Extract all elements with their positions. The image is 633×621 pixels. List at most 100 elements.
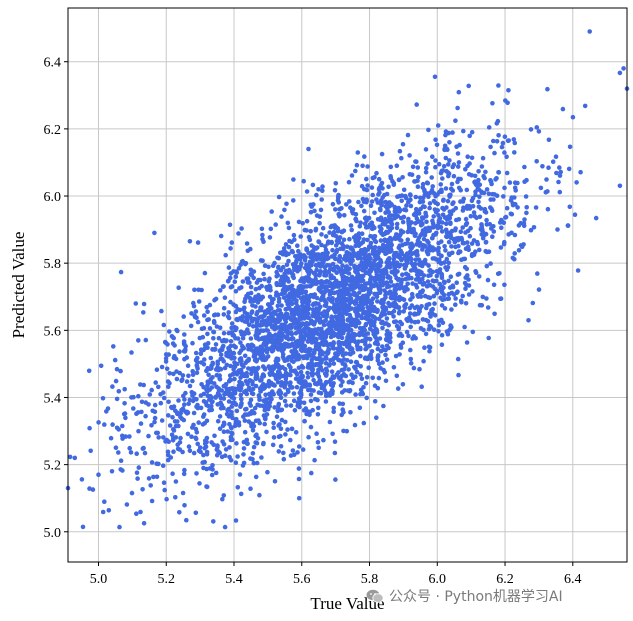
data-point <box>435 208 441 213</box>
data-point <box>454 217 459 223</box>
data-point <box>270 442 276 448</box>
data-point <box>129 395 134 400</box>
data-point <box>323 303 329 309</box>
data-point <box>252 405 258 411</box>
data-point <box>251 298 257 304</box>
data-point <box>393 296 399 302</box>
data-point <box>304 218 310 224</box>
data-point <box>102 499 107 505</box>
data-point <box>307 412 312 418</box>
data-point <box>286 362 292 368</box>
data-point <box>617 70 623 76</box>
data-point <box>392 213 397 218</box>
data-point <box>374 263 380 268</box>
data-point <box>500 140 506 146</box>
data-point <box>236 231 241 236</box>
data-point <box>288 316 294 322</box>
data-point <box>418 294 424 299</box>
data-point <box>236 368 242 373</box>
data-point <box>217 426 223 432</box>
data-point <box>193 436 199 442</box>
data-point <box>370 375 376 381</box>
data-point <box>357 290 362 295</box>
data-point <box>484 217 489 223</box>
data-point <box>410 281 415 286</box>
data-point <box>476 204 482 210</box>
data-point <box>281 456 287 462</box>
data-point <box>344 428 350 434</box>
data-point <box>287 354 293 360</box>
data-point <box>416 174 421 180</box>
data-point <box>432 301 437 306</box>
data-point <box>238 340 243 345</box>
data-point <box>389 248 394 253</box>
data-point <box>323 247 329 253</box>
data-point <box>254 312 259 317</box>
data-point <box>545 189 550 194</box>
data-point <box>187 383 193 389</box>
data-point <box>162 339 168 345</box>
data-point <box>376 286 382 292</box>
data-point <box>204 402 209 408</box>
data-point <box>293 430 299 435</box>
data-point <box>202 342 208 348</box>
data-point <box>319 332 325 338</box>
data-point <box>282 207 287 213</box>
data-point <box>173 495 178 500</box>
data-point <box>249 371 254 377</box>
data-point <box>387 339 392 344</box>
data-point <box>444 221 449 227</box>
data-point <box>438 295 443 301</box>
data-point <box>328 274 333 279</box>
data-point <box>295 255 300 260</box>
data-point <box>353 243 358 249</box>
data-point <box>231 350 237 356</box>
data-point <box>391 308 397 314</box>
data-point <box>423 317 429 323</box>
data-point <box>331 375 337 381</box>
data-point <box>402 266 408 271</box>
data-point <box>173 479 179 484</box>
data-point <box>481 190 487 196</box>
data-point <box>359 262 364 268</box>
data-point <box>444 256 450 262</box>
data-point <box>453 118 458 123</box>
data-point <box>538 185 544 191</box>
data-point <box>368 203 374 209</box>
data-point <box>218 233 224 239</box>
data-point <box>360 196 366 202</box>
data-point <box>455 356 461 362</box>
data-point <box>426 344 432 350</box>
data-point <box>118 458 124 464</box>
data-point <box>254 367 260 372</box>
data-point <box>341 237 347 243</box>
data-point <box>545 206 551 212</box>
data-point <box>356 306 362 312</box>
data-point <box>506 88 511 93</box>
data-point <box>502 150 507 155</box>
data-point <box>363 380 369 386</box>
data-point <box>424 305 429 311</box>
data-point <box>136 393 141 399</box>
data-point <box>383 229 389 235</box>
data-point <box>393 319 399 324</box>
data-point <box>209 440 214 445</box>
data-point <box>347 251 352 257</box>
data-point <box>380 360 385 365</box>
data-point <box>299 290 305 296</box>
data-point <box>512 150 517 155</box>
data-point <box>436 329 441 334</box>
data-point <box>268 288 273 293</box>
data-point <box>447 285 453 290</box>
data-point <box>111 344 116 349</box>
data-point <box>553 154 559 159</box>
data-point <box>310 334 315 340</box>
data-point <box>423 331 429 337</box>
data-point <box>338 383 344 388</box>
data-point <box>267 321 273 327</box>
data-point <box>190 372 196 378</box>
data-point <box>257 403 263 408</box>
data-point <box>410 336 415 341</box>
data-point <box>352 263 357 269</box>
